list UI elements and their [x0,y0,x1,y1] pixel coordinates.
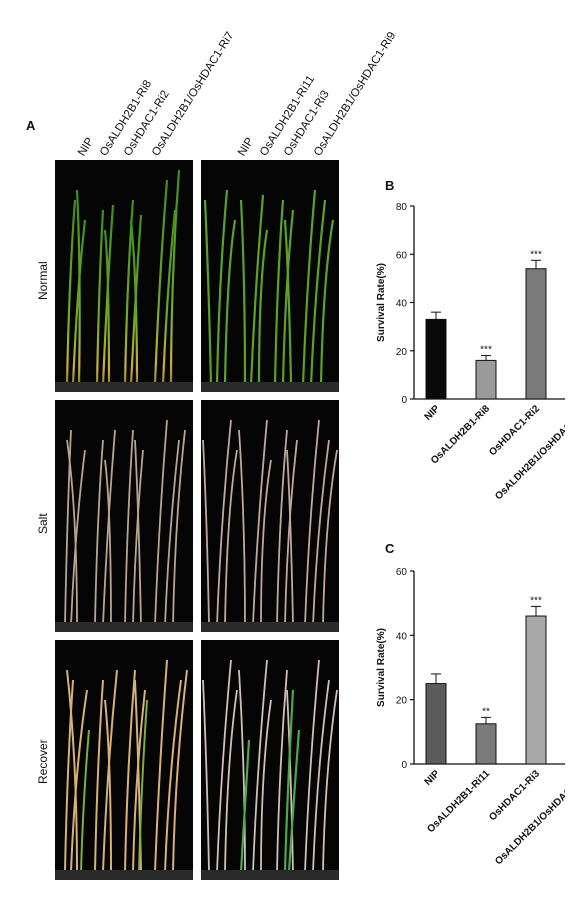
y-tick-label: 20 [396,347,408,358]
x-tick-label: NIP [423,403,443,423]
row-label-recover: Recover [36,739,50,784]
photo-salt-left [55,400,193,632]
y-tick-label: 0 [401,760,407,771]
row-label-salt: Salt [36,513,50,534]
photo-recover-left [55,640,193,880]
row-label-normal: Normal [36,261,50,300]
bar [425,683,447,765]
rice-plants-image [55,419,193,632]
rice-plants-image [201,659,339,880]
significance-label: *** [530,595,542,606]
x-tick-label: OsHDAC1-Ri2 [487,403,542,458]
significance-label: ** [482,706,490,717]
significance-label: *** [530,249,542,260]
y-tick-label: 40 [396,631,408,642]
y-tick-label: 60 [396,250,408,261]
significance-label: *** [480,345,492,356]
bar [475,359,497,400]
panel-a-letter: A [26,118,36,133]
y-tick-label: 80 [396,202,408,213]
panel-c-letter: C [385,541,395,556]
bar [425,318,447,400]
rice-plants-image [55,169,193,392]
photo-salt-right [201,400,339,632]
photo-normal-right [201,160,339,392]
bar [525,268,547,400]
rice-plants-image [201,419,339,632]
x-tick-label: OsHDAC1-Ri3 [487,768,542,823]
x-tick-label: NIP [423,768,443,788]
left-col-label-1: NIP [76,135,97,159]
photo-normal-left [55,160,193,392]
y-tick-label: 60 [396,567,408,578]
right-col-label-1: NIP [236,135,257,159]
y-tick-label: 20 [396,696,408,707]
y-tick-label: 40 [396,299,408,310]
rice-plants-image [201,189,339,392]
y-tick-label: 0 [401,395,407,406]
y-axis-label: Survival Rate(%) [376,628,387,707]
bar [525,615,547,765]
panel-b-letter: B [385,178,395,193]
photo-recover-right [201,640,339,880]
y-axis-label: Survival Rate(%) [376,263,387,342]
bar [475,723,497,765]
rice-plants-image [55,659,193,880]
